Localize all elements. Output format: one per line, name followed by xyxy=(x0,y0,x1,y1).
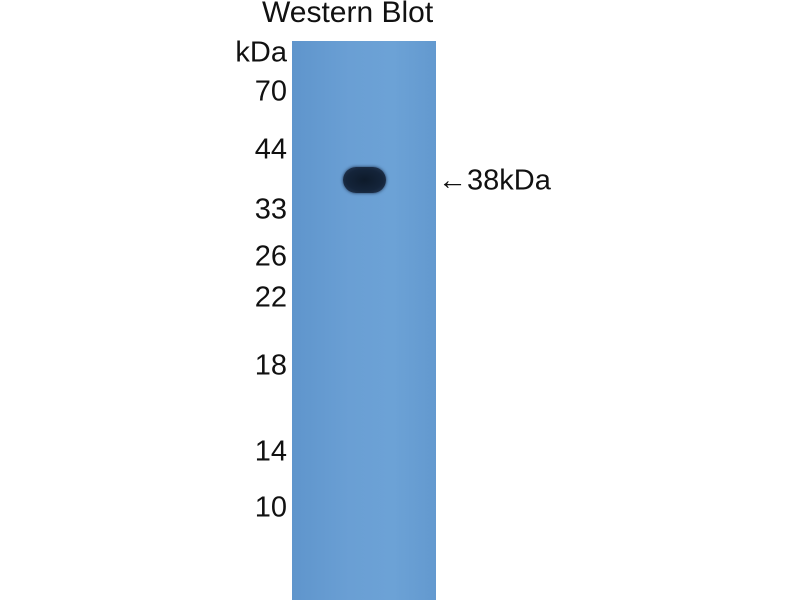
marker-70: 70 xyxy=(254,75,287,108)
unit-label: kDa xyxy=(235,36,287,69)
band-annotation: ←38kDa xyxy=(438,164,551,197)
marker-44: 44 xyxy=(254,133,287,166)
figure-title: Western Blot xyxy=(262,0,434,29)
marker-14: 14 xyxy=(254,435,287,468)
marker-10: 10 xyxy=(254,491,287,524)
band-size-label: 38kDa xyxy=(467,164,551,197)
marker-33: 33 xyxy=(254,193,287,226)
marker-22: 22 xyxy=(254,281,287,314)
marker-26: 26 xyxy=(254,240,287,273)
marker-18: 18 xyxy=(254,349,287,382)
protein-band xyxy=(343,167,386,193)
blot-lane xyxy=(292,41,436,600)
left-arrow-icon: ← xyxy=(438,164,467,197)
